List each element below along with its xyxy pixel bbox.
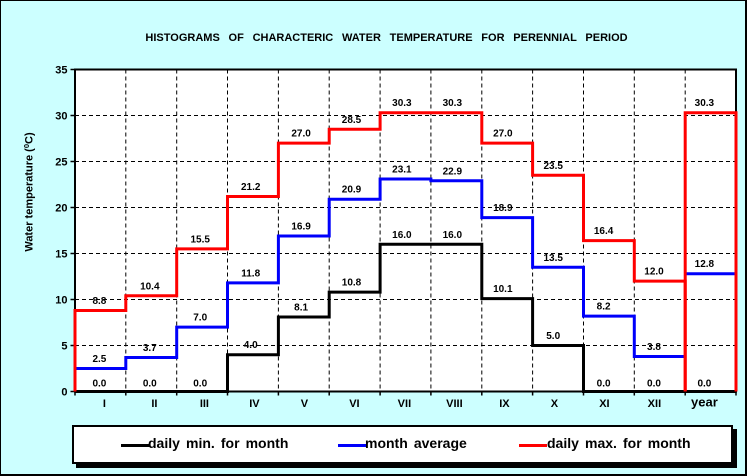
svg-text:year: year [691, 395, 718, 410]
svg-text:8.8: 8.8 [92, 296, 106, 307]
svg-text:30.3: 30.3 [392, 98, 412, 109]
svg-text:27.0: 27.0 [291, 129, 311, 140]
svg-text:23.5: 23.5 [543, 161, 563, 172]
svg-text:0.0: 0.0 [143, 379, 157, 390]
svg-text:16.0: 16.0 [443, 230, 463, 241]
svg-text:0.0: 0.0 [647, 379, 661, 390]
svg-text:V: V [301, 398, 309, 410]
svg-text:I: I [103, 398, 106, 410]
svg-text:21.2: 21.2 [241, 182, 261, 193]
svg-text:0: 0 [61, 387, 67, 399]
svg-text:16.9: 16.9 [291, 222, 311, 233]
svg-text:IX: IX [499, 398, 510, 410]
svg-text:3.7: 3.7 [143, 343, 157, 354]
svg-text:20: 20 [55, 203, 67, 215]
svg-text:5: 5 [61, 341, 67, 353]
svg-text:III: III [200, 398, 209, 410]
svg-text:10.4: 10.4 [140, 281, 160, 292]
svg-text:VI: VI [349, 398, 359, 410]
svg-text:12.8: 12.8 [695, 259, 715, 270]
svg-text:4.0: 4.0 [244, 340, 258, 351]
svg-text:30.3: 30.3 [443, 98, 463, 109]
svg-text:30.3: 30.3 [695, 98, 715, 109]
svg-text:10.1: 10.1 [493, 284, 513, 295]
svg-text:XI: XI [599, 398, 609, 410]
svg-text:VII: VII [398, 398, 411, 410]
svg-text:10.8: 10.8 [342, 278, 362, 289]
svg-text:10: 10 [55, 295, 67, 307]
svg-text:23.1: 23.1 [392, 165, 412, 176]
svg-text:16.4: 16.4 [594, 226, 614, 237]
svg-text:IV: IV [249, 398, 260, 410]
svg-text:11.8: 11.8 [241, 268, 260, 279]
svg-text:35: 35 [55, 65, 67, 77]
svg-text:30: 30 [55, 111, 67, 123]
svg-text:2.5: 2.5 [92, 354, 106, 365]
svg-text:0.0: 0.0 [697, 379, 711, 390]
svg-text:8.2: 8.2 [597, 302, 611, 313]
svg-text:13.5: 13.5 [543, 253, 563, 264]
svg-text:XII: XII [648, 398, 661, 410]
svg-text:II: II [151, 398, 157, 410]
svg-text:27.0: 27.0 [493, 129, 513, 140]
svg-text:8.1: 8.1 [294, 303, 308, 314]
svg-text:VIII: VIII [446, 398, 463, 410]
svg-text:22.9: 22.9 [443, 166, 463, 177]
svg-text:25: 25 [55, 157, 67, 169]
svg-text:3.8: 3.8 [647, 342, 661, 353]
svg-text:X: X [551, 398, 559, 410]
svg-text:5.0: 5.0 [546, 331, 560, 342]
svg-text:16.0: 16.0 [392, 230, 412, 241]
svg-text:0.0: 0.0 [92, 379, 106, 390]
svg-text:0.0: 0.0 [193, 379, 207, 390]
svg-text:12.0: 12.0 [644, 267, 664, 278]
svg-text:0.0: 0.0 [597, 379, 611, 390]
svg-text:20.9: 20.9 [342, 185, 362, 196]
svg-text:15: 15 [55, 249, 67, 261]
svg-text:18.9: 18.9 [493, 203, 513, 214]
svg-text:7.0: 7.0 [193, 313, 207, 324]
svg-text:28.5: 28.5 [342, 115, 362, 126]
svg-text:15.5: 15.5 [190, 234, 210, 245]
